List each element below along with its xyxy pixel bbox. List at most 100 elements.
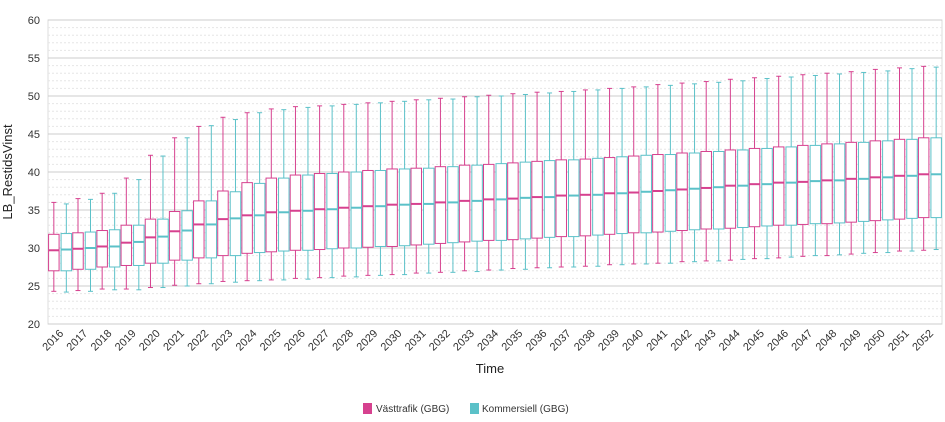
legend-label-kommersiell: Kommersiell (GBG)	[482, 404, 569, 415]
box	[772, 146, 785, 226]
x-tick-label: 2024	[234, 328, 260, 354]
box	[761, 147, 773, 227]
y-tick-label: 60	[28, 15, 40, 27]
box	[205, 200, 218, 259]
x-tick-label: 2037	[548, 328, 574, 354]
box	[724, 149, 737, 229]
box	[144, 218, 157, 264]
x-tick-label: 2030	[379, 328, 405, 354]
x-tick-label: 2016	[40, 328, 66, 354]
box	[265, 177, 278, 253]
box	[592, 157, 604, 236]
box	[857, 141, 870, 222]
y-tick-label: 40	[28, 167, 40, 179]
x-tick-label: 2043	[693, 328, 719, 354]
box	[60, 233, 73, 272]
box	[168, 211, 181, 261]
x-tick-label: 2029	[355, 328, 381, 354]
y-tick-label: 50	[28, 91, 40, 103]
box	[737, 149, 749, 228]
x-tick-label: 2040	[620, 328, 646, 354]
box	[797, 144, 809, 225]
box	[712, 150, 725, 230]
box	[157, 218, 169, 264]
legend-swatch-vasttrafik	[363, 403, 372, 414]
box	[471, 164, 483, 242]
y-tick-label: 30	[28, 243, 40, 255]
x-tick-label: 2049	[838, 328, 864, 354]
x-tick-label: 2050	[862, 328, 888, 354]
box	[664, 154, 677, 232]
box	[906, 138, 918, 219]
box	[108, 229, 121, 268]
box	[241, 182, 253, 254]
box	[627, 155, 640, 234]
box	[700, 150, 712, 230]
x-tick-label: 2032	[427, 328, 453, 354]
box	[809, 144, 822, 225]
box	[882, 140, 894, 221]
box	[458, 164, 471, 243]
box	[398, 168, 411, 247]
y-tick-label: 20	[28, 319, 40, 331]
box	[423, 167, 435, 245]
x-tick-label: 2020	[137, 328, 163, 354]
x-tick-label: 2038	[572, 328, 598, 354]
x-tick-label: 2041	[644, 328, 670, 354]
box	[313, 173, 326, 251]
x-tick-label: 2044	[717, 328, 743, 354]
x-tick-label: 2026	[282, 328, 308, 354]
x-tick-label: 2052	[910, 328, 936, 354]
x-tick-label: 2039	[596, 328, 622, 354]
box	[930, 137, 942, 219]
y-axis-title: LB_RestidsVinst	[0, 124, 15, 220]
box	[253, 182, 266, 254]
box	[410, 167, 423, 246]
box	[507, 162, 519, 241]
box	[326, 173, 338, 250]
box	[543, 160, 556, 238]
box	[217, 190, 229, 257]
x-tick-label: 2051	[886, 328, 912, 354]
box	[483, 163, 495, 241]
box	[338, 171, 350, 249]
box	[193, 200, 205, 259]
box	[845, 141, 857, 223]
x-tick-label: 2022	[185, 328, 211, 354]
x-tick-label: 2047	[789, 328, 815, 354]
x-tick-label: 2027	[306, 328, 332, 354]
y-tick-label: 55	[28, 53, 40, 65]
legend-swatch-kommersiell	[470, 403, 479, 414]
box	[652, 154, 664, 233]
box	[434, 166, 447, 244]
x-tick-label: 2042	[669, 328, 695, 354]
box	[531, 160, 543, 239]
box	[362, 169, 374, 248]
box	[833, 143, 846, 224]
box	[447, 166, 459, 244]
x-tick-label: 2046	[765, 328, 791, 354]
x-tick-label: 2021	[161, 328, 187, 354]
x-axis-title: Time	[476, 361, 504, 376]
x-tick-label: 2025	[258, 328, 284, 354]
y-tick-label: 25	[28, 281, 40, 293]
box	[84, 231, 97, 270]
box	[96, 230, 108, 268]
x-tick-label: 2018	[89, 328, 115, 354]
box	[869, 140, 882, 222]
box	[603, 157, 616, 235]
box	[48, 233, 60, 272]
x-tick-label: 2033	[451, 328, 477, 354]
legend-label-vasttrafik: Västtrafik (GBG)	[376, 404, 449, 415]
box	[785, 146, 797, 226]
box	[278, 177, 290, 252]
box	[917, 137, 930, 219]
x-tick-label: 2035	[499, 328, 525, 354]
box	[893, 138, 906, 220]
legend: Västtrafik (GBG) Kommersiell (GBG)	[363, 403, 569, 415]
box	[133, 224, 145, 266]
box-layer	[48, 65, 942, 293]
box	[821, 143, 833, 225]
